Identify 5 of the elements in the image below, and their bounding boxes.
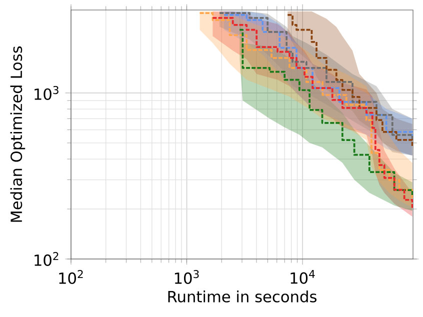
- y-axis-title: Median Optimized Loss: [10, 46, 26, 222]
- x-axis-title: Runtime in seconds: [168, 290, 316, 302]
- x-tick-label: 10$^{4}$: [290, 270, 315, 284]
- x-tick-label: 10$^{2}$: [59, 270, 83, 284]
- x-tick-label: 10$^{3}$: [174, 270, 199, 284]
